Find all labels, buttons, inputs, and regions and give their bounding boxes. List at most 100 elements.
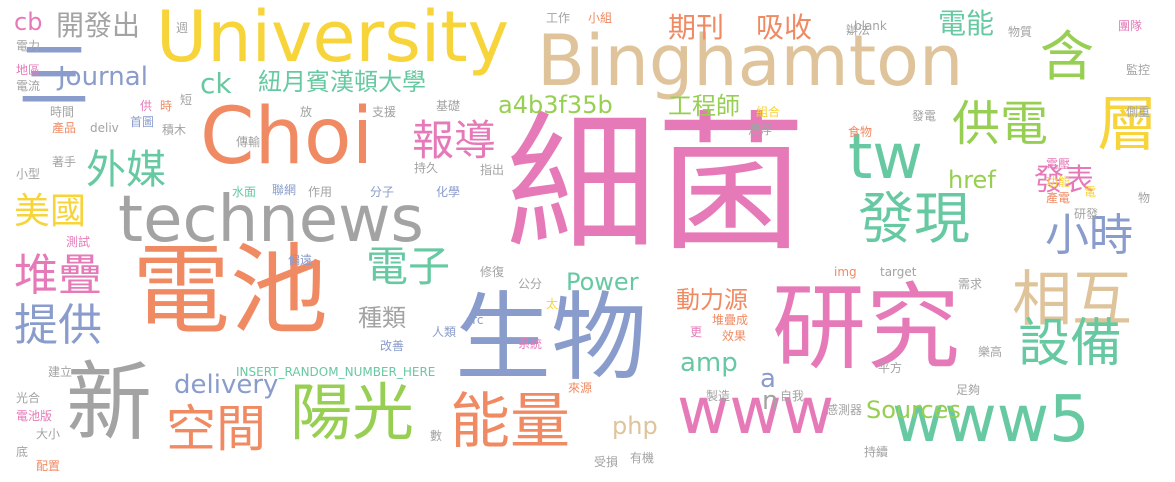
word-binghamton: Binghamton: [537, 20, 964, 102]
word-zhizao: 製造: [706, 389, 731, 403]
word-tai: 太: [546, 297, 559, 311]
word-gongneng: 功能: [1046, 175, 1071, 189]
word-shiwu: 食物: [848, 125, 873, 139]
word-choi: Choi: [200, 92, 374, 182]
word-renlei: 人類: [432, 325, 457, 339]
word-yanjiu: 研究: [772, 274, 961, 383]
word-xishou: 吸收: [756, 11, 813, 44]
word-yanfa: 研發: [1074, 207, 1099, 221]
word-kaifachu: 開發出: [56, 9, 141, 42]
word-youji: 有機: [630, 451, 655, 465]
word-gong: 供: [140, 99, 153, 113]
word-faxian: 發現: [858, 187, 970, 252]
word-zhuanshou: 著手: [52, 155, 77, 169]
word-xiaoguo: 效果: [722, 329, 747, 343]
word-cezhong: 側重: [1126, 105, 1151, 119]
word-piaofu: 漂浮: [748, 123, 773, 137]
word-shuimian: 水面: [232, 185, 257, 199]
word-xiaoshi: 小時: [1045, 210, 1133, 261]
word-xin: 新: [66, 353, 152, 453]
word-shi: 時: [160, 99, 173, 113]
word-qikan: 期刊: [668, 11, 725, 44]
word-shouye: 首圖: [130, 115, 155, 129]
word-chixu2: 持續: [864, 445, 889, 459]
word-jichu: 基礎: [436, 99, 461, 113]
word-waimei: 外媒: [86, 147, 166, 193]
word-cb: cb: [14, 8, 43, 36]
word-gongchengshi: 工程師: [668, 92, 740, 120]
word-zugou: 足夠: [956, 383, 981, 397]
word-technews: technews: [118, 183, 424, 257]
word-hex: a4b3f35b: [498, 91, 613, 119]
word-dianya: 電壓: [1046, 157, 1071, 171]
word-zhou: 週: [176, 21, 189, 35]
word-san: 三: [18, 34, 91, 118]
word-blank: _blank: [848, 19, 887, 33]
word-ganceqi: 感測器: [826, 403, 863, 417]
word-niuyue: 紐月賓漢頓大學: [258, 68, 426, 96]
word-peizhi: 配置: [36, 459, 61, 473]
word-target: target: [880, 265, 917, 279]
word-jiankong: 監控: [1126, 63, 1151, 77]
word-journal: Journal: [58, 62, 148, 92]
word-gongdian: 供電: [952, 96, 1049, 152]
word-diqu: 地區: [16, 63, 41, 77]
word-chuanyu: 傳輸: [236, 135, 261, 149]
word-fang: 放: [300, 105, 313, 119]
word-dianchi: 電池: [132, 234, 329, 348]
word-xianghu: 相互: [1012, 265, 1132, 335]
word-guanghe: 光合: [16, 391, 41, 405]
word-zhonglei: 種類: [358, 304, 406, 332]
word-legao: 樂高: [978, 345, 1003, 359]
word-gongzuo: 工作: [546, 11, 571, 25]
word-xijun: 細菌: [506, 98, 807, 272]
word-university: University: [156, 0, 510, 78]
word-dianchiban: 電池版: [16, 409, 53, 423]
word-duan: 短: [180, 93, 193, 107]
word-jimu: 積木: [162, 123, 187, 137]
word-php: php: [612, 412, 658, 440]
word-chixu: 持久: [414, 161, 439, 175]
word-www5: www5: [892, 383, 1090, 457]
word-chanpin: 產品: [52, 121, 77, 135]
word-jianli: 建立: [48, 365, 73, 379]
word-zhiyuan: 支援: [372, 105, 397, 119]
word-fabiao: 發表: [1034, 163, 1094, 198]
word-nengliang: 能量: [450, 387, 570, 457]
word-href: href: [948, 166, 996, 194]
word-laiyuan: 來源: [568, 381, 593, 395]
word-zuoyong: 作用: [308, 185, 333, 199]
word-ceshi: 測試: [66, 235, 91, 249]
word-fadian: 發電: [912, 109, 937, 123]
word-dianneng: 電能: [938, 7, 995, 40]
word-fenzi: 分子: [370, 185, 395, 199]
word-src: src: [466, 313, 484, 327]
word-dian: 電: [1084, 185, 1097, 199]
word-zuhe: 組合: [756, 105, 781, 119]
word-ziwo: 自我: [780, 389, 805, 403]
word-xiufu: 修復: [480, 265, 505, 279]
word-shebei: 設備: [1018, 314, 1123, 374]
word-dianli: 電力: [16, 39, 41, 53]
word-sources: Sources: [866, 396, 961, 424]
word-tw: tw: [848, 120, 924, 193]
word-shengwu: 生物: [455, 282, 647, 394]
word-zhichu: 指出: [480, 163, 505, 177]
word-shu: 數: [430, 429, 443, 443]
word-di: 底: [16, 445, 29, 459]
word-power: Power: [566, 268, 639, 296]
word-dianzi: 電子: [366, 242, 451, 291]
word-pianyuan: 偏遠: [288, 253, 313, 267]
word-insert: INSERT_RANDOM_NUMBER_HERE: [236, 365, 436, 379]
word-lianwang: 聯網: [272, 183, 297, 197]
word-ceng: 層: [1087, 92, 1157, 152]
word-donglyuan: 動力源: [676, 286, 748, 314]
word-dianliu: 電流: [16, 79, 41, 93]
word-shousun: 受損: [594, 455, 619, 469]
word-yangguang: 陽光: [290, 376, 415, 449]
word-shijian: 時間: [50, 105, 75, 119]
word-n: n: [762, 386, 779, 416]
word-delivery: delivery: [174, 370, 279, 400]
word-duidie: 堆疊: [14, 250, 102, 301]
